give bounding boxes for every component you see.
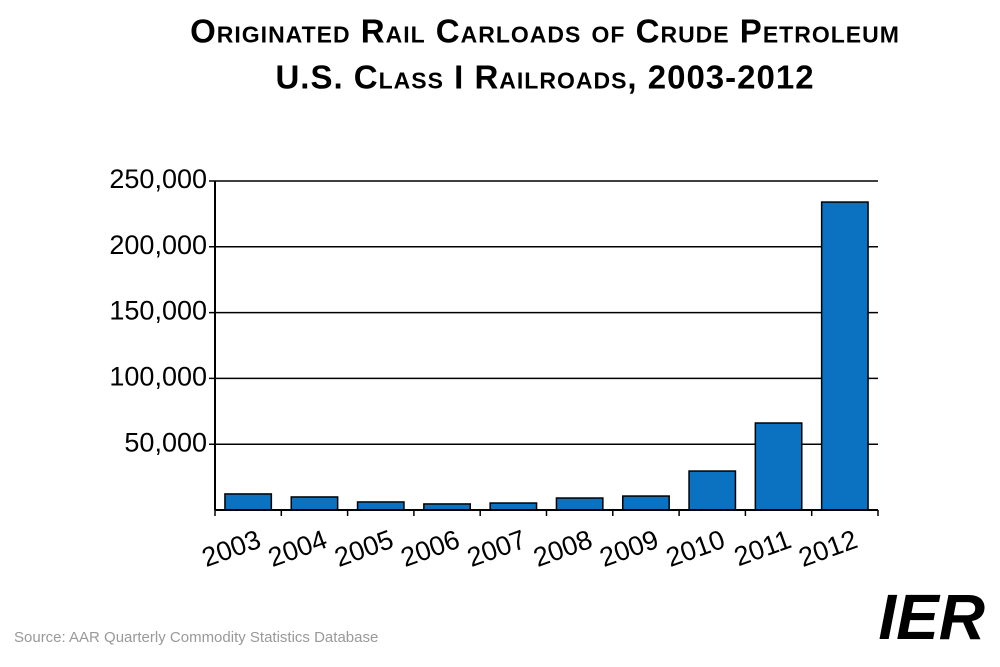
bar	[621, 495, 670, 511]
source: Source: AAR Quarterly Commodity Statisti…	[14, 629, 378, 646]
bar	[754, 422, 803, 511]
y-tick-label: 150,000	[109, 296, 207, 326]
y-tick-label: 100,000	[109, 362, 207, 392]
bar	[224, 493, 273, 511]
bar	[290, 496, 339, 511]
x-tick-label: 2006	[397, 524, 464, 573]
chart-subtitle: U.S. Class I Railroads, 2003-2012	[275, 59, 814, 96]
bar	[489, 502, 538, 511]
y-tick-label: 50,000	[124, 427, 207, 457]
x-tick-label: 2005	[331, 524, 398, 573]
bar	[820, 201, 869, 511]
x-tick-label: 2009	[596, 524, 663, 573]
bar	[555, 497, 604, 511]
x-tick-label: 2003	[198, 524, 265, 573]
x-tick-label: 2010	[662, 524, 729, 573]
x-tick-label: 2007	[463, 524, 530, 573]
chart-title: Originated Rail Carloads of Crude Petrol…	[190, 13, 900, 50]
x-tick-label: 2008	[529, 524, 596, 573]
x-tick-label: 2004	[264, 524, 331, 573]
x-tick-label: 2011	[730, 524, 795, 572]
logo: IER	[878, 581, 985, 653]
y-tick-label: 250,000	[109, 164, 207, 194]
x-tick-label: 2012	[795, 524, 862, 573]
y-tick-label: 200,000	[109, 230, 207, 260]
bar	[688, 470, 737, 511]
bar	[356, 501, 405, 511]
